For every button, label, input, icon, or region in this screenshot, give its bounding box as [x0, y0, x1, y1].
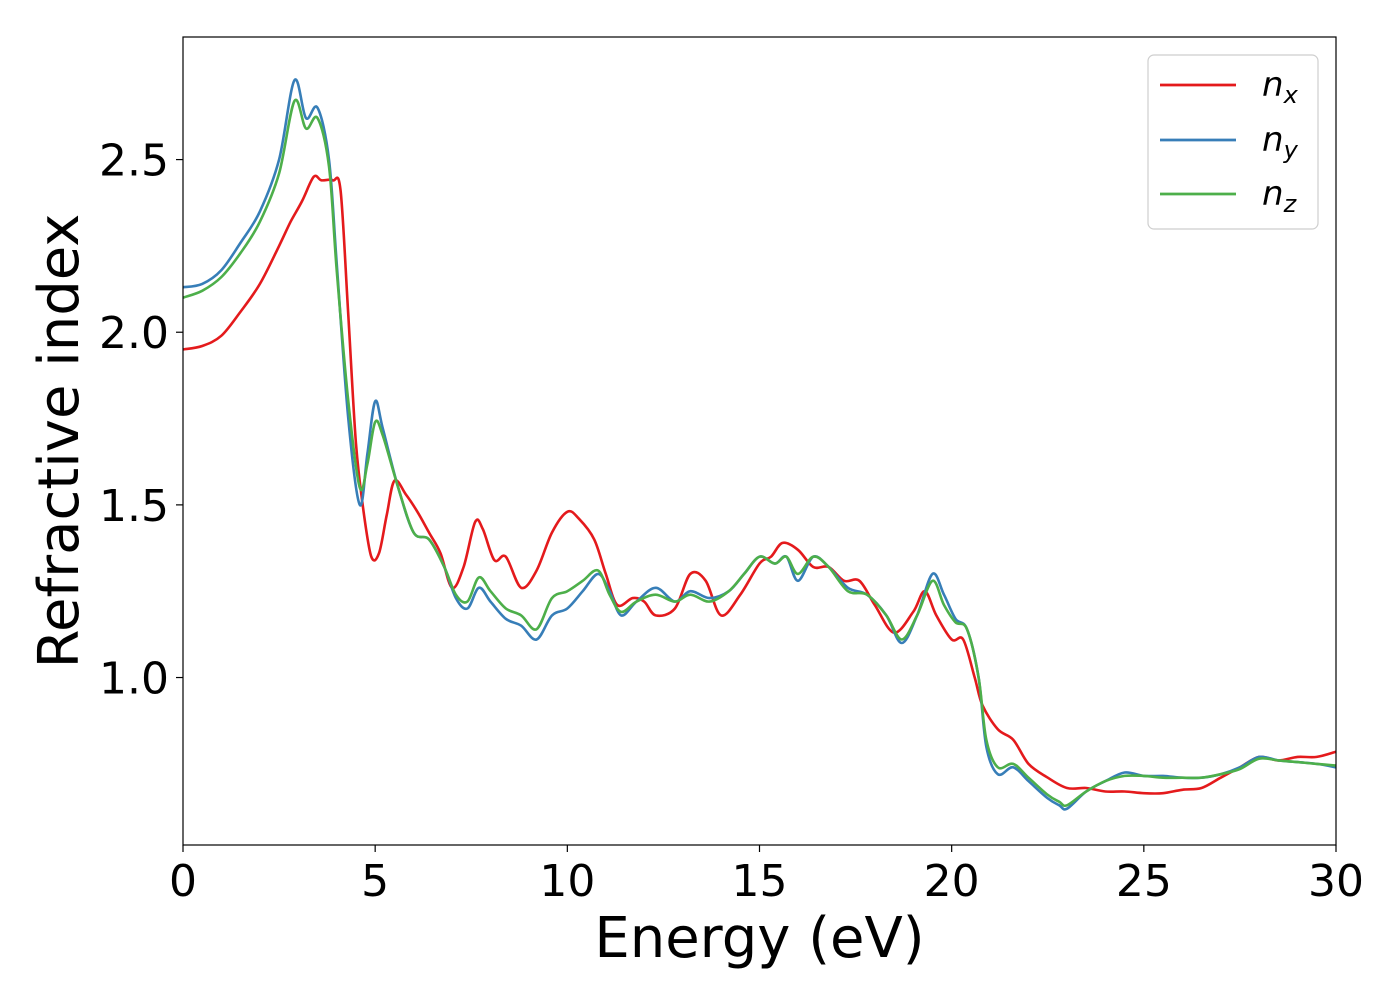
- legend: nx ny nz: [1147, 54, 1319, 230]
- legend-label-nz-base: n: [1262, 174, 1284, 214]
- legend-label-ny: ny: [1262, 120, 1299, 164]
- legend-label-nx-base: n: [1262, 65, 1284, 105]
- legend-label-nx: nx: [1262, 65, 1299, 109]
- legend-label-nz-sub: z: [1283, 190, 1298, 218]
- legend-label-nz: nz: [1262, 174, 1298, 218]
- legend-label-ny-sub: y: [1283, 136, 1299, 164]
- y-tick-label: 2.5: [99, 136, 169, 187]
- y-tick-label: 1.0: [99, 654, 169, 705]
- series-line-z: [182, 98, 1337, 808]
- x-tick-label: 15: [732, 856, 788, 907]
- x-tick-label: 25: [1116, 856, 1172, 907]
- x-tick-label: 30: [1308, 856, 1364, 907]
- series-layer: [182, 78, 1337, 811]
- x-tick-label: 0: [169, 856, 197, 907]
- y-tick-label: 1.5: [99, 481, 169, 532]
- tick-layer: 0 5 10 15 20 25 30 1.0 1.5 2.0 2.5: [99, 136, 1364, 907]
- x-tick-label: 20: [924, 856, 980, 907]
- y-tick-label: 2.0: [99, 308, 169, 359]
- x-axis-label: Energy (eV): [594, 906, 924, 971]
- series-line-x: [182, 174, 1337, 795]
- y-axis-label: Refractive index: [27, 214, 92, 669]
- x-tick-label: 10: [539, 856, 595, 907]
- legend-frame: [1147, 54, 1319, 230]
- legend-label-ny-base: n: [1262, 120, 1284, 160]
- x-tick-label: 5: [361, 856, 389, 907]
- legend-label-nx-sub: x: [1283, 81, 1299, 109]
